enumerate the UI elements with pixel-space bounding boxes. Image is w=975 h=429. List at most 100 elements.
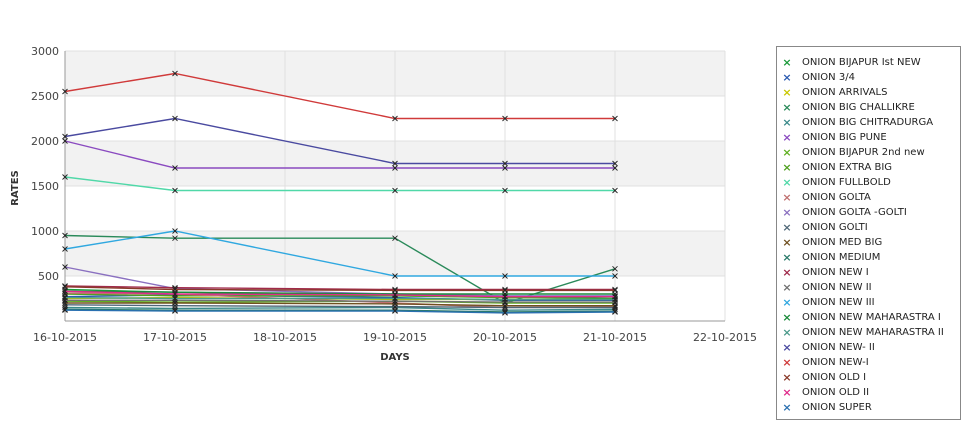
data-point <box>612 287 618 294</box>
data-point <box>502 310 508 316</box>
legend-item: × ONION NEW II <box>777 280 960 295</box>
y-axis-label: RATES <box>10 170 21 206</box>
legend-label: ONION NEW I <box>802 267 869 278</box>
legend-item: × ONION NEW I <box>777 265 960 280</box>
data-point <box>62 246 68 252</box>
data-point <box>502 165 508 171</box>
x-tick-label: 17-10-2015 <box>143 331 207 344</box>
series-16 <box>62 228 618 279</box>
legend-label: ONION BIG CHALLIKRE <box>802 102 915 113</box>
data-point <box>172 235 178 242</box>
data-point <box>502 187 508 194</box>
data-point <box>62 294 68 301</box>
data-point <box>612 265 618 272</box>
legend-label: ONION NEW-I <box>802 357 869 368</box>
legend-item: × ONION NEW MAHARASTRA I <box>777 310 960 325</box>
data-point <box>612 293 618 300</box>
chart-plot: 500 1000 1500 2000 2500 3000 16-10-2015 17-10-… <box>10 45 757 363</box>
data-point <box>62 232 68 239</box>
data-point <box>62 133 68 140</box>
data-point <box>392 235 398 242</box>
legend-item: × ONION FULLBOLD <box>777 175 960 190</box>
legend-label: ONION GOLTA -GOLTI <box>802 207 907 218</box>
series-13 <box>62 306 618 315</box>
legend-item: × ONION MEDIUM <box>777 250 960 265</box>
data-point <box>62 283 68 289</box>
legend-marker-icon: × <box>782 206 792 219</box>
data-point <box>172 165 178 171</box>
data-point <box>502 293 508 300</box>
x-tick-label: 16-10-2015 <box>33 331 97 344</box>
data-point <box>612 273 618 279</box>
legend-item: × ONION BIG PUNE <box>777 130 960 145</box>
y-tick-labels: 500 1000 1500 2000 2500 3000 <box>31 45 59 283</box>
data-point <box>62 283 68 290</box>
data-point <box>392 308 398 314</box>
data-point <box>392 187 398 194</box>
series-22 <box>62 288 618 300</box>
data-point <box>502 115 508 122</box>
data-point <box>612 160 618 167</box>
legend-marker-icon: × <box>782 281 792 294</box>
y-tick-label: 2000 <box>31 135 59 148</box>
legend-label: ONION MEDIUM <box>802 252 881 263</box>
legend-item: × ONION BIG CHALLIKRE <box>777 100 960 115</box>
data-point <box>172 295 178 302</box>
data-point <box>62 288 68 295</box>
legend-marker-icon: × <box>782 146 792 159</box>
legend-label: ONION NEW MAHARASTRA I <box>802 312 941 323</box>
legend-item: × ONION GOLTA -GOLTI <box>777 205 960 220</box>
legend-label: ONION NEW II <box>802 282 872 293</box>
y-tick-label: 1000 <box>31 225 59 238</box>
series-5 <box>62 138 618 171</box>
data-point <box>62 307 68 314</box>
legend-marker-icon: × <box>782 131 792 144</box>
data-point <box>62 306 68 313</box>
y-tick-label: 1500 <box>31 180 59 193</box>
legend-label: ONION MED BIG <box>802 237 883 248</box>
data-point <box>612 303 618 310</box>
x-tick-labels: 16-10-2015 17-10-2015 18-10-2015 19-10-2015… <box>33 331 757 344</box>
data-point <box>62 88 68 95</box>
series-lines <box>62 70 618 316</box>
legend-marker-icon: × <box>782 116 792 129</box>
legend-label: ONION FULLBOLD <box>802 177 891 188</box>
legend-item: × ONION BIJAPUR Ist NEW <box>777 55 960 70</box>
legend-marker-icon: × <box>782 401 792 414</box>
data-point <box>172 307 178 314</box>
x-tick-label: 21-10-2015 <box>583 331 647 344</box>
data-point <box>392 165 398 171</box>
legend-marker-icon: × <box>782 176 792 189</box>
legend-item: × ONION GOLTA <box>777 190 960 205</box>
data-point <box>612 309 618 315</box>
series-8 <box>62 174 618 194</box>
legend-label: ONION BIJAPUR Ist NEW <box>802 57 921 68</box>
legend-label: ONION BIG CHITRADURGA <box>802 117 934 128</box>
legend-item: × ONION NEW-I <box>777 355 960 370</box>
legend-label: ONION NEW MAHARASTRA II <box>802 327 944 338</box>
legend-item: × ONION BIG CHITRADURGA <box>777 115 960 130</box>
legend-label: ONION OLD I <box>802 372 867 383</box>
data-point <box>172 70 178 77</box>
data-point <box>172 308 178 314</box>
data-point <box>612 165 618 171</box>
legend-marker-icon: × <box>782 326 792 339</box>
legend-label: ONION GOLTI <box>802 222 868 233</box>
data-point <box>172 115 178 122</box>
data-point <box>392 115 398 122</box>
legend-marker-icon: × <box>782 101 792 114</box>
legend-marker-icon: × <box>782 161 792 174</box>
legend-item: × ONION OLD II <box>777 385 960 400</box>
legend-label: ONION NEW- II <box>802 342 875 353</box>
legend-marker-icon: × <box>782 86 792 99</box>
data-point <box>172 228 178 234</box>
legend-label: ONION SUPER <box>802 402 872 413</box>
data-point <box>392 307 398 314</box>
x-axis-label: DAYS <box>380 352 410 363</box>
legend-item: × ONION SUPER <box>777 400 960 415</box>
data-point <box>62 264 68 270</box>
y-tick-label: 3000 <box>31 45 59 58</box>
series-21 <box>62 283 618 294</box>
legend-label: ONION OLD II <box>802 387 870 398</box>
